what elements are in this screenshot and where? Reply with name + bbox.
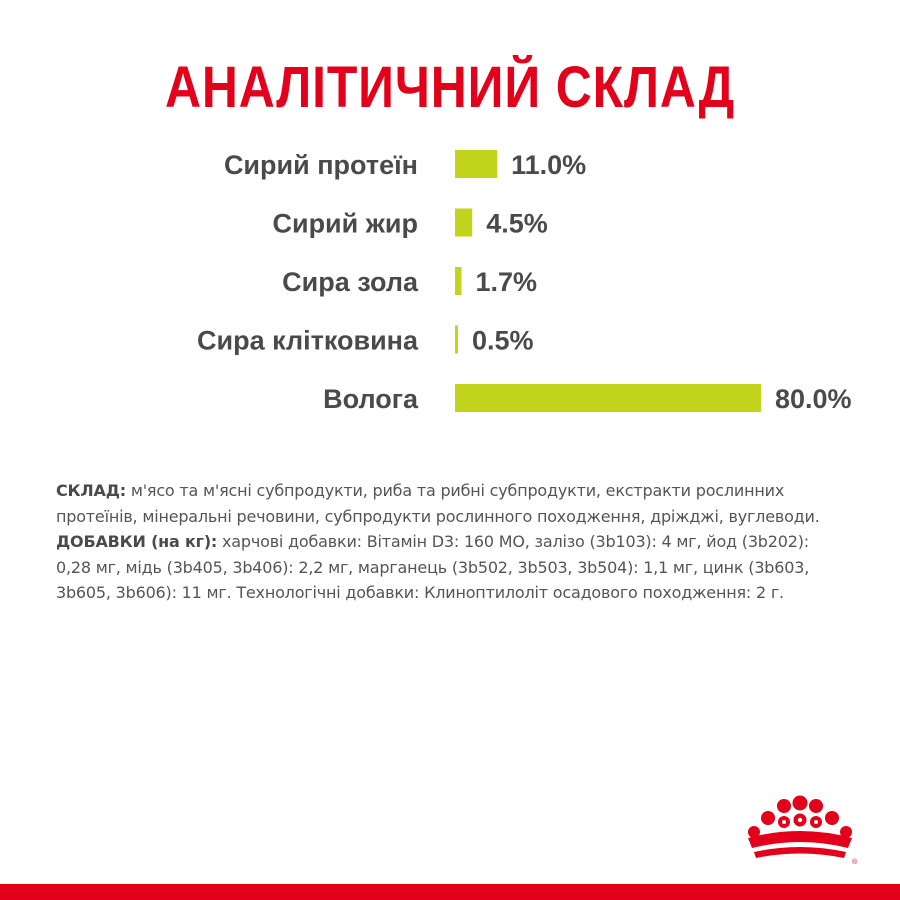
category-label: Сирий протеїн — [224, 150, 418, 180]
additives-text: харчові добавки: Вітамін D3: 160 МО, зал… — [56, 532, 810, 602]
ingredients-text: м'ясо та м'ясні субпродукти, риба та риб… — [56, 481, 820, 526]
category-label: Сира зола — [282, 267, 419, 297]
additives-label: ДОБАВКИ (на кг): — [56, 532, 218, 551]
value-label: 11.0% — [511, 150, 586, 180]
composition-block: СКЛАД: м'ясо та м'ясні субпродукти, риба… — [56, 478, 846, 606]
bar — [455, 325, 458, 354]
bottom-brand-bar — [0, 884, 900, 900]
value-label: 4.5% — [486, 209, 548, 239]
svg-text:®: ® — [852, 858, 858, 866]
category-label: Волога — [323, 384, 419, 414]
bar — [455, 150, 498, 178]
nutrition-bar-chart: Сирий протеїн 11.0% Сирий жир 4.5% Сира зола… — [197, 150, 852, 414]
category-label: Сирий жир — [272, 209, 418, 239]
ingredients-label: СКЛАД: — [56, 481, 126, 500]
bar — [455, 267, 462, 295]
ingredients-paragraph: СКЛАД: м'ясо та м'ясні субпродукти, риба… — [56, 478, 846, 529]
crown-icon: ® — [748, 795, 858, 866]
additives-paragraph: ДОБАВКИ (на кг): харчові добавки: Вітамі… — [56, 529, 846, 606]
value-label: 80.0% — [775, 384, 852, 414]
bar — [455, 208, 473, 237]
value-label: 0.5% — [472, 326, 534, 356]
category-label: Сира клітковина — [197, 326, 419, 356]
value-label: 1.7% — [476, 267, 538, 297]
page-title: АНАЛІТИЧНИЙ СКЛАД — [165, 55, 735, 120]
bar — [455, 384, 761, 412]
